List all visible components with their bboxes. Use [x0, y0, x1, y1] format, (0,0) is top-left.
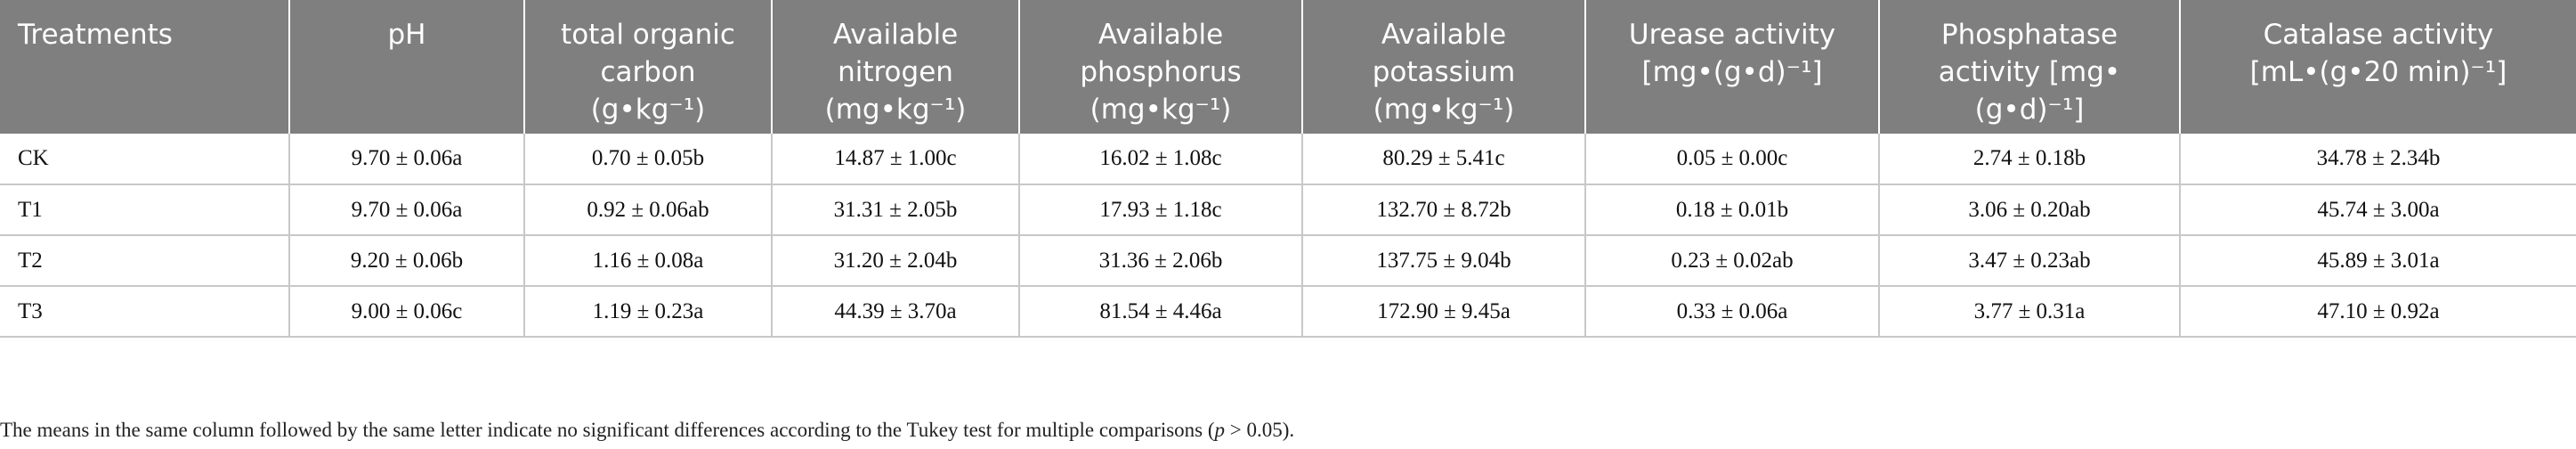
header-row: Treatments pH total organic carbon (g•kg⁻¹) A… — [0, 0, 2576, 134]
value-cell: 137.75 ± 9.04b — [1301, 235, 1585, 287]
value-cell: 45.89 ± 3.01a — [2179, 235, 2576, 287]
value-cell: 9.20 ± 0.06b — [288, 235, 524, 287]
table-row: T3 9.00 ± 0.06c 1.19 ± 0.23a 44.39 ± 3.70a 8… — [0, 286, 2576, 338]
column-header-line: Phosphatase — [1940, 19, 2118, 51]
table-footnote: The means in the same column followed by… — [0, 419, 1294, 442]
column-header: pH — [288, 0, 524, 134]
table-row: CK 9.70 ± 0.06a 0.70 ± 0.05b 14.87 ± 1.00c 1… — [0, 134, 2576, 185]
column-header: Available potassium (mg•kg⁻¹) — [1301, 0, 1585, 134]
column-header: Treatments — [0, 0, 289, 134]
value-cell: 9.00 ± 0.06c — [288, 286, 524, 338]
table-header: Treatments pH total organic carbon (g•kg⁻¹) A… — [0, 0, 2576, 134]
column-header-line: (g•d)⁻¹] — [1974, 94, 2085, 126]
value-cell: 3.47 ± 0.23ab — [1878, 235, 2180, 287]
value-cell: 0.92 ± 0.06ab — [523, 184, 772, 236]
column-header: Available nitrogen (mg•kg⁻¹) — [771, 0, 1019, 134]
column-header-line: Available — [832, 19, 959, 51]
value-cell: 0.18 ± 0.01b — [1584, 184, 1879, 236]
column-header: Catalase activity [mL•(g•20 min)⁻¹] — [2179, 0, 2576, 134]
footnote-text-before: The means in the same column followed by… — [0, 419, 1215, 441]
column-header-line: pH — [387, 19, 426, 51]
column-header-line: (g•kg⁻¹) — [590, 94, 706, 126]
column-header-line: [mL•(g•20 min)⁻¹] — [2249, 56, 2507, 88]
value-cell: 80.29 ± 5.41c — [1301, 134, 1585, 185]
table-row: T1 9.70 ± 0.06a 0.92 ± 0.06ab 31.31 ± 2.05b… — [0, 184, 2576, 236]
column-header-line: Treatments — [18, 19, 173, 51]
value-cell: 132.70 ± 8.72b — [1301, 184, 1585, 236]
value-cell: 2.74 ± 0.18b — [1878, 134, 2180, 185]
column-header-line: (mg•kg⁻¹) — [1090, 94, 1232, 126]
value-cell: 45.74 ± 3.00a — [2179, 184, 2576, 236]
treatment-label-cell: CK — [0, 134, 289, 185]
footnote-p-symbol: p — [1214, 419, 1226, 441]
value-cell: 81.54 ± 4.46a — [1018, 286, 1302, 338]
value-cell: 31.31 ± 2.05b — [771, 184, 1019, 236]
column-header: Phosphatase activity [mg• (g•d)⁻¹] — [1878, 0, 2180, 134]
treatment-label-cell: T1 — [0, 184, 289, 236]
column-header: total organic carbon (g•kg⁻¹) — [523, 0, 772, 134]
value-cell: 0.33 ± 0.06a — [1584, 286, 1879, 338]
value-cell: 9.70 ± 0.06a — [288, 184, 524, 236]
value-cell: 16.02 ± 1.08c — [1018, 134, 1302, 185]
treatment-label-cell: T2 — [0, 235, 289, 287]
value-cell: 172.90 ± 9.45a — [1301, 286, 1585, 338]
value-cell: 44.39 ± 3.70a — [771, 286, 1019, 338]
value-cell: 17.93 ± 1.18c — [1018, 184, 1302, 236]
value-cell: 31.20 ± 2.04b — [771, 235, 1019, 287]
column-header-line: phosphorus — [1080, 56, 1242, 88]
column-header: Urease activity [mg•(g•d)⁻¹] — [1584, 0, 1879, 134]
value-cell: 1.16 ± 0.08a — [523, 235, 772, 287]
column-header: Available phosphorus (mg•kg⁻¹) — [1018, 0, 1302, 134]
table-body: CK 9.70 ± 0.06a 0.70 ± 0.05b 14.87 ± 1.00c 1… — [0, 134, 2576, 338]
value-cell: 31.36 ± 2.06b — [1018, 235, 1302, 287]
results-table: Treatments pH total organic carbon (g•kg⁻¹) A… — [0, 0, 2576, 338]
value-cell: 9.70 ± 0.06a — [288, 134, 524, 185]
value-cell: 0.23 ± 0.02ab — [1584, 235, 1879, 287]
column-header-line: carbon — [600, 56, 696, 88]
value-cell: 14.87 ± 1.00c — [771, 134, 1019, 185]
column-header-line: Urease activity — [1628, 19, 1836, 51]
value-cell: 0.05 ± 0.00c — [1584, 134, 1879, 185]
column-header-line: total organic — [561, 19, 735, 51]
value-cell: 3.06 ± 0.20ab — [1878, 184, 2180, 236]
column-header-line: (mg•kg⁻¹) — [1373, 94, 1515, 126]
column-header-line: nitrogen — [838, 56, 953, 88]
column-header-line: Catalase activity — [2263, 19, 2494, 51]
value-cell: 1.19 ± 0.23a — [523, 286, 772, 338]
column-header-line: activity [mg• — [1938, 56, 2121, 88]
column-header-line: Available — [1381, 19, 1507, 51]
column-header-line: (mg•kg⁻¹) — [824, 94, 967, 126]
value-cell: 0.70 ± 0.05b — [523, 134, 772, 185]
value-cell: 3.77 ± 0.31a — [1878, 286, 2180, 338]
results-table-container: Treatments pH total organic carbon (g•kg⁻¹) A… — [0, 0, 2576, 338]
value-cell: 47.10 ± 0.92a — [2179, 286, 2576, 338]
footnote-text-after: > 0.05). — [1225, 419, 1295, 441]
column-header-line: Available — [1098, 19, 1224, 51]
column-header-line: potassium — [1372, 56, 1516, 88]
column-header-line: [mg•(g•d)⁻¹] — [1641, 56, 1823, 88]
table-row: T2 9.20 ± 0.06b 1.16 ± 0.08a 31.20 ± 2.04b 3… — [0, 235, 2576, 287]
treatment-label-cell: T3 — [0, 286, 289, 338]
value-cell: 34.78 ± 2.34b — [2179, 134, 2576, 185]
